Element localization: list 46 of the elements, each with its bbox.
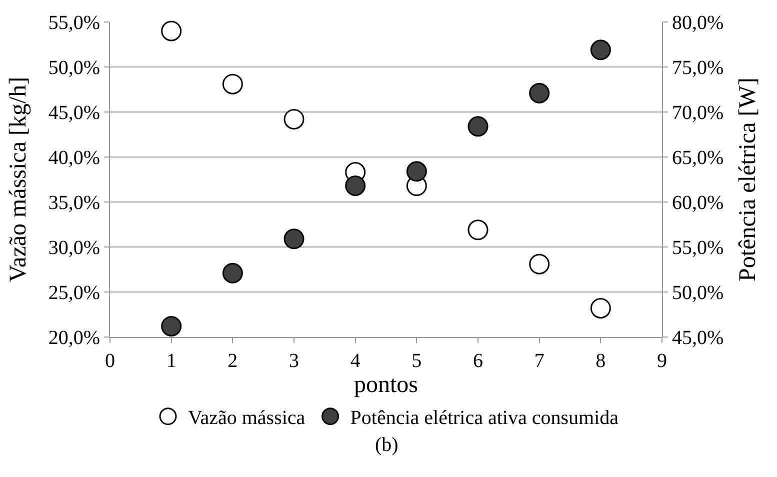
point (468, 220, 488, 240)
point (284, 228, 304, 250)
point (590, 298, 611, 318)
y2-tick-label: 80,0% (672, 12, 724, 34)
y2-tick-label: 50,0% (672, 282, 724, 304)
point (529, 82, 550, 104)
x-tick-label: 0 (105, 350, 115, 372)
point (529, 254, 550, 274)
y2-tick-label: 75,0% (672, 57, 724, 79)
y-tick-label: 40,0% (48, 147, 100, 169)
y-tick-label: 45,0% (48, 102, 100, 124)
y-tick-label: 20,0% (48, 327, 100, 349)
y2-tick-label: 70,0% (672, 102, 724, 124)
y2-tick-label: 45,0% (672, 327, 724, 349)
legend-label: Vazão mássica (188, 407, 306, 430)
x-tick-label: 2 (228, 350, 238, 372)
point (590, 40, 611, 60)
y-tick-label: 30,0% (48, 237, 100, 259)
x-tick-label: 9 (657, 350, 667, 372)
y2-axis-title: Potência elétrica [W] (734, 78, 761, 282)
y-tick-label: 35,0% (48, 192, 100, 214)
x-tick-label: 5 (412, 350, 422, 372)
legend-label: Potência elétrica ativa consumida (350, 407, 619, 430)
y-tick-label: 55,0% (48, 12, 100, 34)
y2-tick-label: 65,0% (672, 147, 724, 169)
y-tick-label: 50,0% (48, 57, 100, 79)
y-axis-title: Vazão mássica [kg/h] (5, 76, 32, 282)
point (222, 74, 243, 94)
x-tick-label: 4 (350, 350, 360, 372)
point (222, 262, 243, 284)
point (406, 161, 427, 182)
x-axis-title: pontos (354, 372, 418, 398)
y-tick-label: 25,0% (48, 282, 100, 304)
point (345, 176, 366, 196)
point (284, 108, 304, 130)
x-tick-label: 6 (473, 350, 483, 372)
x-tick-label: 7 (534, 350, 544, 372)
x-tick-label: 1 (166, 350, 176, 372)
y2-tick-label: 55,0% (672, 237, 724, 259)
y2-tick-label: 60,0% (672, 192, 724, 214)
point (161, 20, 182, 42)
point (161, 316, 182, 336)
x-tick-label: 3 (289, 350, 299, 372)
x-tick-label: 8 (596, 350, 606, 372)
point (468, 116, 488, 137)
text: (b) (375, 434, 398, 456)
